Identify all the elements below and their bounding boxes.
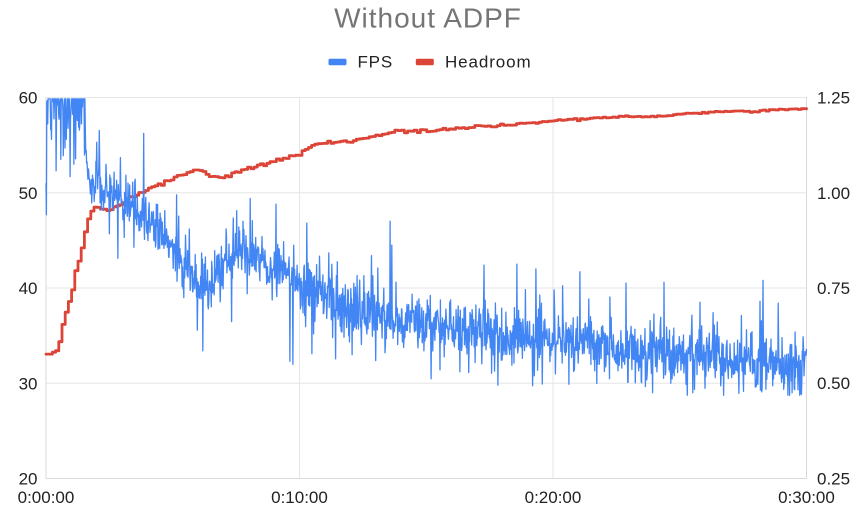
svg-text:Headroom: Headroom	[445, 52, 532, 71]
svg-text:Without ADPF: Without ADPF	[334, 3, 522, 34]
svg-text:60: 60	[19, 89, 38, 108]
svg-text:30: 30	[19, 374, 38, 393]
svg-text:0:10:00: 0:10:00	[271, 488, 328, 507]
svg-text:0:30:00: 0:30:00	[778, 488, 835, 507]
svg-text:0.25: 0.25	[817, 470, 850, 489]
svg-text:50: 50	[19, 184, 38, 203]
svg-text:20: 20	[19, 470, 38, 489]
svg-text:1.00: 1.00	[817, 184, 850, 203]
svg-text:0.75: 0.75	[817, 279, 850, 298]
svg-text:FPS: FPS	[358, 52, 393, 71]
svg-text:0:20:00: 0:20:00	[525, 488, 582, 507]
svg-text:0.50: 0.50	[817, 374, 850, 393]
svg-text:40: 40	[19, 279, 38, 298]
svg-text:0:00:00: 0:00:00	[18, 488, 75, 507]
svg-text:1.25: 1.25	[817, 89, 850, 108]
